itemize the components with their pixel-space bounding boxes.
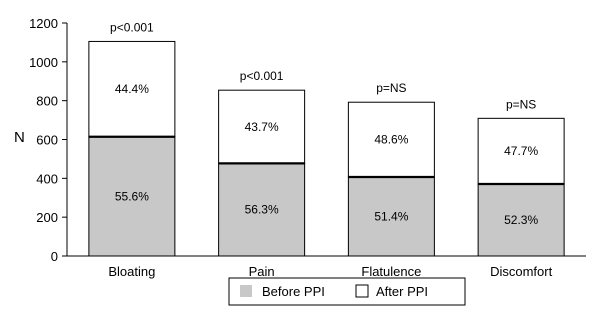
bar-before-ppi-pain	[218, 162, 306, 257]
y-tick-label: 800	[36, 94, 58, 109]
bar-label-after-ppi-discomfort: 47.7%	[504, 144, 538, 158]
y-tick-label: 400	[36, 171, 58, 186]
significance-label-bloating: p<0.001	[110, 20, 154, 34]
y-tick-label: 1200	[29, 16, 58, 31]
x-category-label: Flatulence	[361, 264, 421, 279]
significance-label-discomfort: p=NS	[506, 97, 536, 111]
x-category-label: Pain	[249, 264, 275, 279]
x-category-label: Discomfort	[490, 264, 553, 279]
annotations: p<0.001 p<0.001 p=NS p=NS	[110, 20, 536, 111]
x-category-label: Bloating	[108, 264, 155, 279]
legend-label-after-ppi: After PPI	[376, 284, 428, 299]
category-labels: Bloating Pain Flatulence Discomfort	[108, 264, 552, 279]
y-tick-label: 600	[36, 133, 58, 148]
bar-after-ppi-discomfort	[477, 117, 565, 185]
bars: 55.6% 44.4% 56.3% 43.7% 51.4% 48.6% 52.3% 47.7%	[88, 40, 565, 257]
bar-label-before-ppi-flatulence: 51.4%	[374, 209, 408, 223]
y-tick-label: 0	[51, 249, 58, 264]
bar-label-after-ppi-flatulence: 48.6%	[374, 133, 408, 147]
bar-label-after-ppi-bloating: 44.4%	[115, 82, 149, 96]
bar-label-before-ppi-pain: 56.3%	[245, 203, 279, 217]
bar-before-ppi-flatulence	[347, 176, 435, 257]
bar-label-after-ppi-pain: 43.7%	[245, 120, 279, 134]
legend-label-before-ppi: Before PPI	[262, 284, 325, 299]
bar-before-ppi-bloating	[88, 136, 176, 257]
significance-label-flatulence: p=NS	[376, 81, 406, 95]
legend: Before PPI After PPI	[228, 277, 466, 306]
bar-after-ppi-pain	[218, 89, 306, 164]
legend-frame	[228, 277, 466, 306]
significance-label-pain: p<0.001	[240, 69, 284, 83]
bar-after-ppi-bloating	[88, 40, 176, 138]
bar-label-before-ppi-bloating: 55.6%	[115, 189, 149, 203]
y-tick-label: 200	[36, 210, 58, 225]
legend-swatch-before-ppi	[240, 285, 252, 297]
legend-swatch-after-ppi	[355, 284, 369, 298]
bar-after-ppi-flatulence	[347, 101, 435, 178]
bar-label-before-ppi-discomfort: 52.3%	[504, 213, 538, 227]
y-tick-label: 1000	[29, 55, 58, 70]
bar-before-ppi-discomfort	[477, 183, 565, 257]
y-axis-label: N	[14, 129, 25, 146]
